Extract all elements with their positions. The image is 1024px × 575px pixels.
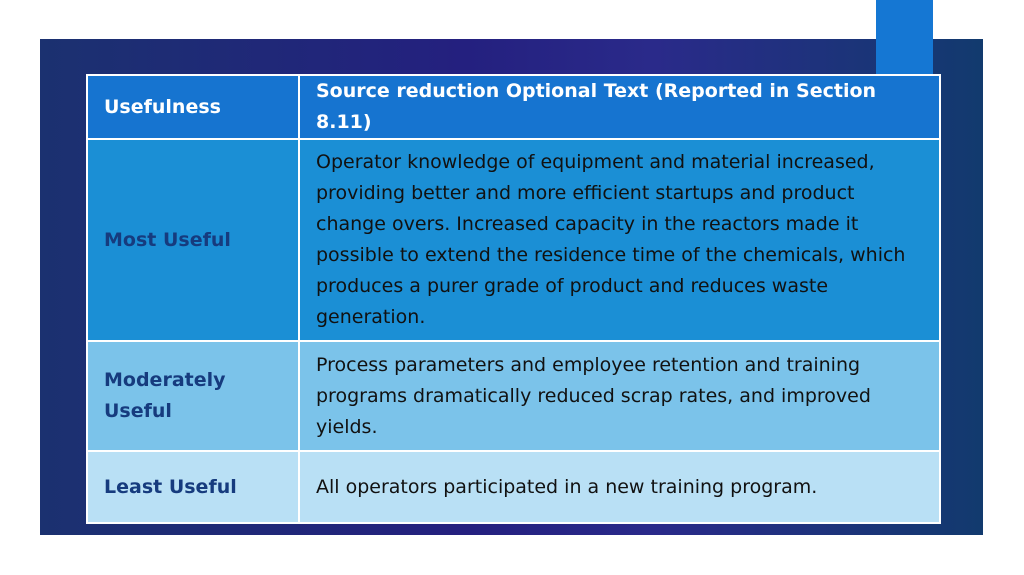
source-reduction-text-moderate: Process parameters and employee retentio…: [298, 340, 941, 452]
accent-tab: [876, 0, 933, 79]
usefulness-table: Usefulness Source reduction Optional Tex…: [86, 74, 941, 524]
table-row: Moderately Useful Process parameters and…: [86, 340, 941, 452]
usefulness-label-most: Most Useful: [86, 138, 300, 342]
table-header-row: Usefulness Source reduction Optional Tex…: [86, 74, 941, 140]
source-reduction-text-least: All operators participated in a new trai…: [298, 450, 941, 524]
usefulness-label-least: Least Useful: [86, 450, 300, 524]
usefulness-label-moderate: Moderately Useful: [86, 340, 300, 452]
table-row: Most Useful Operator knowledge of equipm…: [86, 138, 941, 342]
source-reduction-text-most: Operator knowledge of equipment and mate…: [298, 138, 941, 342]
table-row: Least Useful All operators participated …: [86, 450, 941, 524]
header-usefulness: Usefulness: [86, 74, 300, 140]
header-source-reduction: Source reduction Optional Text (Reported…: [298, 74, 941, 140]
